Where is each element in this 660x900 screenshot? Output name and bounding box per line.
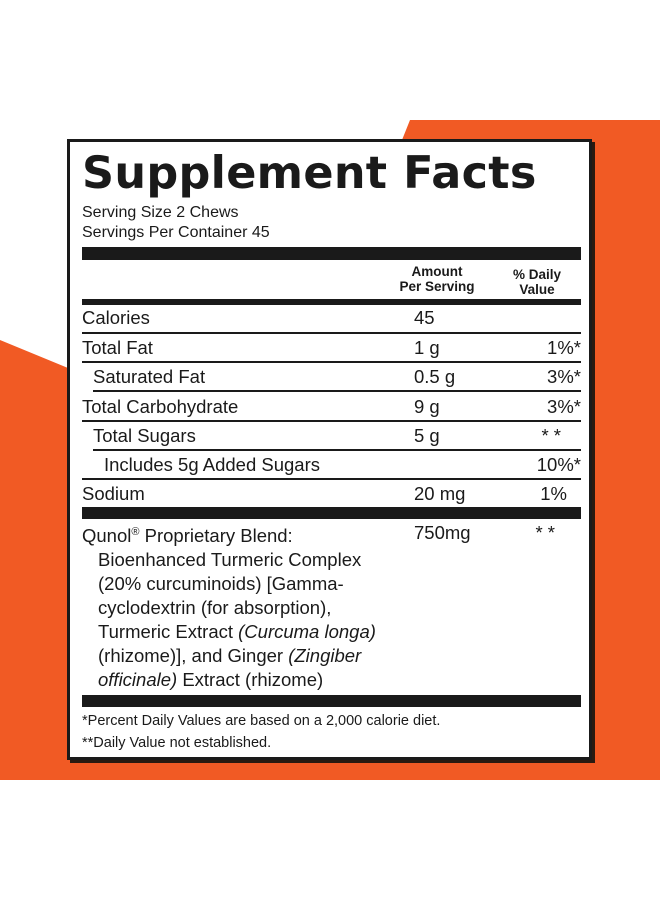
header-amount: Amount Per Serving <box>377 264 497 294</box>
nutrient-amount: 45 <box>414 307 435 328</box>
nutrient-row: Includes 5g Added Sugars 10%* <box>82 450 581 479</box>
nutrient-row: Calories 45 <box>82 303 581 332</box>
servings-per-container: Servings Per Container 45 <box>82 224 270 241</box>
nutrient-amount: 0.5 g <box>414 366 456 387</box>
row-divider <box>93 449 581 451</box>
supplement-facts-panel: Supplement Facts Serving Size 2 Chews Se… <box>67 139 592 760</box>
panel-title: Supplement Facts <box>82 148 537 199</box>
nutrient-dv: 10%* <box>536 454 581 475</box>
nutrient-amount: 5 g <box>414 425 440 446</box>
row-divider <box>82 478 581 480</box>
nutrient-label: Total Sugars <box>93 425 196 446</box>
nutrient-label: Sodium <box>82 483 145 504</box>
blend-line: Turmeric Extract (Curcuma longa) <box>82 620 376 644</box>
nutrient-dv: 1%* <box>547 337 581 358</box>
blend-text: Turmeric Extract <box>98 621 239 643</box>
blend-values: 750mg * * <box>82 518 581 547</box>
nutrient-dv: 1% <box>540 483 567 504</box>
row-divider <box>82 420 581 422</box>
nutrient-label: Total Carbohydrate <box>82 396 239 417</box>
header-amount-line1: Amount <box>411 264 463 279</box>
blend-amount: 750mg <box>414 522 471 543</box>
blend-name: Qunol® Proprietary Blend: <box>82 520 376 548</box>
nutrient-label: Calories <box>82 307 150 328</box>
blend-line: officinale) Extract (rhizome) <box>82 668 376 692</box>
header-amount-line2: Per Serving <box>399 279 475 294</box>
nutrient-dv: 3%* <box>547 366 581 387</box>
brand-name: Qunol <box>82 525 132 547</box>
nutrient-dv: * * <box>541 425 561 446</box>
blend-line: cyclodextrin (for absorption), <box>98 597 332 619</box>
blend-text: (rhizome)], and Ginger <box>98 645 289 667</box>
nutrient-label: Total Fat <box>82 337 153 358</box>
blend-line: Bioenhanced Turmeric Complex <box>98 549 362 571</box>
nutrient-amount: 20 mg <box>414 483 466 504</box>
serving-size: Serving Size 2 Chews <box>82 204 239 221</box>
blend-text: Extract (rhizome) <box>177 669 324 691</box>
row-divider <box>82 361 581 363</box>
nutrient-label: Includes 5g Added Sugars <box>104 454 320 475</box>
divider-medium <box>82 299 581 305</box>
divider-thick <box>82 507 581 519</box>
divider-thick <box>82 695 581 707</box>
footnote-not-established: **Daily Value not established. <box>82 735 272 751</box>
row-divider <box>82 332 581 334</box>
header-dv-line2: Value <box>519 282 555 297</box>
header-dv-line1: % Daily <box>512 267 562 282</box>
blend-dv: * * <box>535 522 555 543</box>
divider-thick <box>82 247 581 260</box>
row-divider <box>93 390 581 392</box>
blend-latin-name: officinale) <box>98 669 178 691</box>
nutrient-amount: 9 g <box>414 396 440 417</box>
nutrient-row: Total Carbohydrate 9 g 3%* <box>82 392 581 421</box>
blend-latin-name: (Curcuma longa) <box>238 621 376 643</box>
nutrient-label: Saturated Fat <box>93 366 206 387</box>
blend-line: (20% curcuminoids) [Gamma- <box>98 573 344 595</box>
nutrient-dv: 3%* <box>547 396 581 417</box>
nutrient-row: Total Sugars 5 g * * <box>82 421 581 450</box>
nutrient-row: Saturated Fat 0.5 g 3%* <box>82 362 581 391</box>
proprietary-blend: Qunol® Proprietary Blend: Bioenhanced Tu… <box>82 520 376 692</box>
footnote-daily-values: *Percent Daily Values are based on a 2,0… <box>82 713 441 729</box>
blend-title: Proprietary Blend: <box>139 525 293 547</box>
blend-latin-name: (Zingiber <box>288 645 362 667</box>
nutrient-row: Sodium 20 mg 1% <box>82 479 581 508</box>
registered-mark: ® <box>131 526 140 538</box>
nutrient-row: Total Fat 1 g 1%* <box>82 333 581 362</box>
nutrient-amount: 1 g <box>414 337 440 358</box>
header-daily-value: % Daily Value <box>497 267 577 297</box>
blend-line: (rhizome)], and Ginger (Zingiber <box>82 644 376 668</box>
